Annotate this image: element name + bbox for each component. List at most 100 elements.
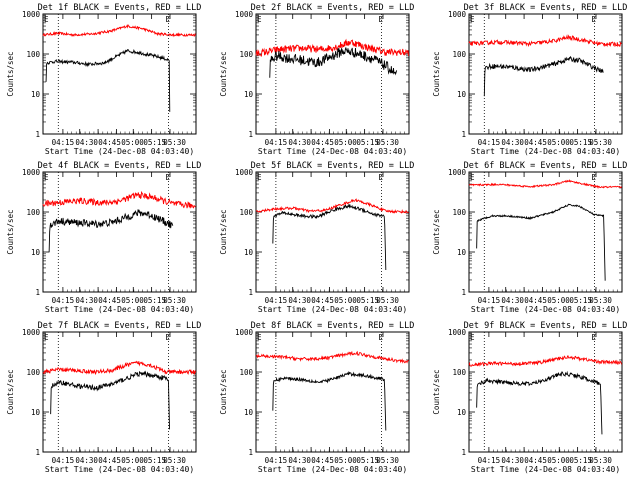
- chart-panel-5: Det 5f BLACK = Events, RED = LLD 1 10 100 10…: [219, 161, 414, 314]
- y-tick-label: 100: [452, 208, 466, 217]
- plot-frame: [255, 13, 410, 135]
- y-tick-label: 1: [248, 288, 253, 297]
- x-tick-label: 04:15: [478, 138, 501, 147]
- x-tick-label: 04:45: [311, 456, 334, 465]
- x-tick-label: 05:30: [376, 456, 399, 465]
- y-tick-label: 100: [239, 208, 253, 217]
- series-line-events: [50, 370, 170, 430]
- x-tick-label: 04:15: [265, 138, 288, 147]
- y-tick-label: 100: [26, 208, 40, 217]
- x-axis-label: Start Time (24-Dec-08 04:03:40): [471, 147, 620, 156]
- plot-frame: [42, 331, 197, 453]
- x-tick-label: 04:30: [501, 296, 524, 305]
- y-tick-label: 1: [461, 448, 466, 457]
- y-axis-label: Counts/sec: [6, 369, 15, 414]
- x-tick-label: 04:45: [98, 138, 121, 147]
- x-tick-label: 05:00: [547, 296, 570, 305]
- x-tick-label: 04:15: [265, 456, 288, 465]
- y-tick-label: 10: [244, 248, 254, 257]
- x-tick-label: 04:15: [52, 138, 75, 147]
- event-marker-right: E: [591, 15, 596, 24]
- y-axis-label: Counts/sec: [432, 209, 441, 254]
- x-tick-label: 04:45: [524, 296, 547, 305]
- y-tick-label: 10: [31, 248, 41, 257]
- x-axis-label: Start Time (24-Dec-08 04:03:40): [258, 305, 407, 314]
- x-tick-label: 05:15: [569, 296, 592, 305]
- y-axis-label: Counts/sec: [219, 369, 228, 414]
- x-tick-label: 05:15: [569, 138, 592, 147]
- x-axis-label: Start Time (24-Dec-08 04:03:40): [45, 147, 194, 156]
- x-tick-label: 04:45: [98, 296, 121, 305]
- x-axis-label: Start Time (24-Dec-08 04:03:40): [258, 147, 407, 156]
- y-axis-label: Counts/sec: [432, 369, 441, 414]
- event-marker-left: E: [44, 173, 49, 182]
- series-line-lld: [255, 38, 410, 57]
- x-tick-label: 04:30: [288, 138, 311, 147]
- x-tick-label: 05:15: [143, 296, 166, 305]
- event-marker-right: E: [165, 15, 170, 24]
- x-tick-label: 04:45: [98, 456, 121, 465]
- series-line-events: [476, 203, 606, 281]
- event-marker-left: E: [470, 173, 475, 182]
- x-tick-label: 05:30: [163, 138, 186, 147]
- x-tick-label: 05:00: [121, 138, 144, 147]
- y-axis-label: Counts/sec: [219, 51, 228, 96]
- x-tick-label: 05:15: [143, 456, 166, 465]
- series-line-lld: [468, 355, 623, 367]
- chart-panel-6: Det 6f BLACK = Events, RED = LLD 1 10 100 10…: [432, 161, 627, 314]
- event-marker-right: E: [165, 173, 170, 182]
- x-tick-label: 05:00: [334, 296, 357, 305]
- event-marker-left: E: [470, 15, 475, 24]
- y-tick-label: 1000: [22, 328, 41, 337]
- y-tick-label: 1000: [448, 10, 467, 19]
- y-axis-label: Counts/sec: [6, 209, 15, 254]
- y-tick-label: 100: [452, 50, 466, 59]
- y-axis-label: Counts/sec: [6, 51, 15, 96]
- chart-title: Det 6f BLACK = Events, RED = LLD: [464, 161, 628, 171]
- x-axis-label: Start Time (24-Dec-08 04:03:40): [258, 465, 407, 474]
- y-tick-label: 1: [248, 448, 253, 457]
- chart-title: Det 1f BLACK = Events, RED = LLD: [38, 3, 202, 13]
- series-line-events: [272, 370, 387, 431]
- y-tick-label: 100: [26, 368, 40, 377]
- x-tick-label: 04:30: [501, 138, 524, 147]
- x-tick-label: 04:30: [288, 296, 311, 305]
- x-tick-label: 05:30: [589, 296, 612, 305]
- y-tick-label: 1000: [22, 10, 41, 19]
- y-tick-label: 1000: [448, 328, 467, 337]
- x-tick-label: 04:30: [75, 296, 98, 305]
- plot-frame: [468, 171, 623, 293]
- plot-frame: [255, 331, 410, 453]
- y-tick-label: 10: [244, 90, 254, 99]
- series-line-events: [483, 55, 604, 97]
- event-marker-right: E: [378, 333, 383, 342]
- event-marker-right: E: [165, 333, 170, 342]
- x-tick-label: 04:15: [52, 456, 75, 465]
- series-line-lld: [42, 360, 197, 376]
- series-line-events: [272, 203, 387, 271]
- x-tick-label: 05:15: [356, 296, 379, 305]
- y-tick-label: 1: [35, 288, 40, 297]
- chart-panel-1: Det 1f BLACK = Events, RED = LLD 1 10 100 10…: [6, 3, 201, 156]
- x-tick-label: 04:30: [288, 456, 311, 465]
- series-line-lld: [468, 179, 622, 189]
- x-tick-label: 05:30: [376, 138, 399, 147]
- y-tick-label: 1000: [22, 168, 41, 177]
- x-tick-label: 05:15: [356, 138, 379, 147]
- x-tick-label: 05:30: [163, 456, 186, 465]
- series-line-events: [269, 47, 398, 78]
- y-axis-label: Counts/sec: [219, 209, 228, 254]
- series-line-events: [45, 48, 171, 112]
- event-marker-right: E: [378, 15, 383, 24]
- chart-panel-4: Det 4f BLACK = Events, RED = LLD 1 10 100 10…: [6, 161, 201, 314]
- x-axis-label: Start Time (24-Dec-08 04:03:40): [471, 465, 620, 474]
- series-line-lld: [42, 24, 196, 38]
- y-tick-label: 1: [461, 130, 466, 139]
- x-tick-label: 04:15: [478, 296, 501, 305]
- plot-frame: [255, 171, 410, 293]
- chart-panel-2: Det 2f BLACK = Events, RED = LLD 1 10 100 10…: [219, 3, 414, 156]
- y-tick-label: 1000: [235, 168, 254, 177]
- y-tick-label: 100: [26, 50, 40, 59]
- y-tick-label: 100: [452, 368, 466, 377]
- chart-title: Det 2f BLACK = Events, RED = LLD: [251, 3, 415, 13]
